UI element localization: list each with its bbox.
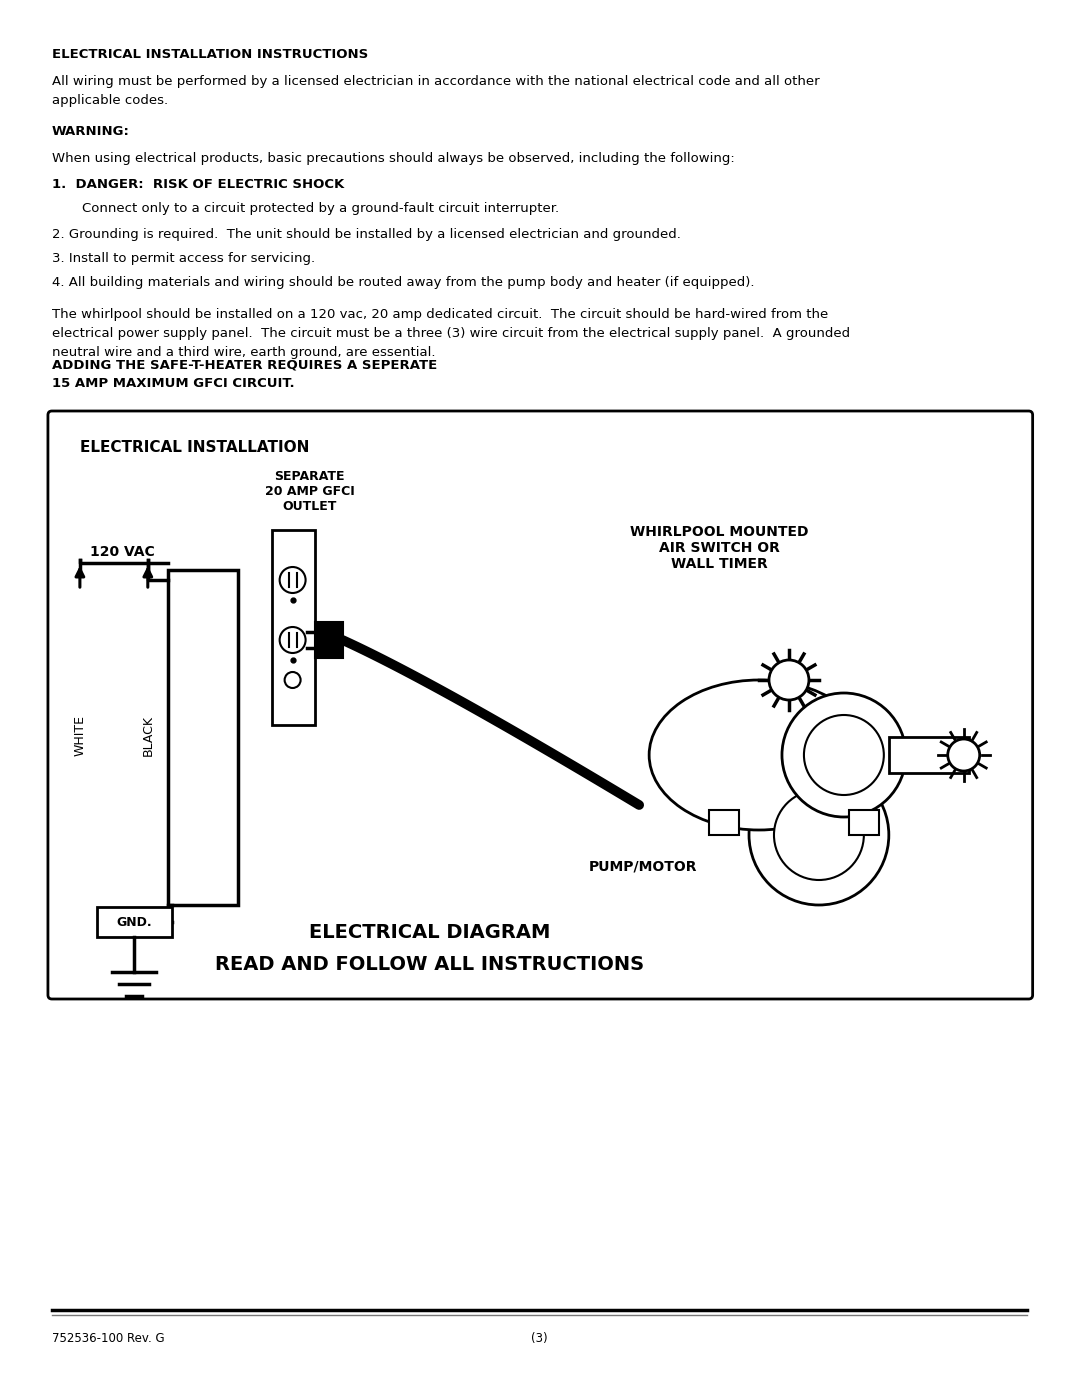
Text: The whirlpool should be installed on a 120 vac, 20 amp dedicated circuit.  The c: The whirlpool should be installed on a 1… — [52, 307, 850, 359]
Text: SEPARATE
20 AMP GFCI
OUTLET: SEPARATE 20 AMP GFCI OUTLET — [265, 469, 354, 513]
Text: WHITE: WHITE — [73, 714, 86, 756]
Text: 2. Grounding is required.  The unit should be installed by a licensed electricia: 2. Grounding is required. The unit shoul… — [52, 228, 680, 242]
Bar — [167, 570, 238, 905]
Circle shape — [750, 766, 889, 905]
Circle shape — [782, 693, 906, 817]
Bar — [97, 907, 172, 937]
Text: (3): (3) — [531, 1331, 548, 1345]
Bar — [849, 810, 879, 835]
Bar — [710, 810, 739, 835]
Text: WARNING:: WARNING: — [52, 124, 130, 138]
FancyBboxPatch shape — [48, 411, 1032, 999]
Text: ELECTRICAL INSTALLATION INSTRUCTIONS: ELECTRICAL INSTALLATION INSTRUCTIONS — [52, 47, 368, 61]
Text: WHIRLPOOL MOUNTED
AIR SWITCH OR
WALL TIMER: WHIRLPOOL MOUNTED AIR SWITCH OR WALL TIM… — [630, 525, 808, 571]
Text: ELECTRICAL DIAGRAM: ELECTRICAL DIAGRAM — [309, 923, 550, 942]
Circle shape — [804, 715, 883, 795]
Text: PUMP/MOTOR: PUMP/MOTOR — [590, 861, 698, 875]
Circle shape — [769, 659, 809, 700]
Text: 120 VAC: 120 VAC — [90, 545, 154, 559]
Bar — [889, 738, 969, 773]
Text: All wiring must be performed by a licensed electrician in accordance with the na: All wiring must be performed by a licens… — [52, 75, 820, 108]
Text: 4. All building materials and wiring should be routed away from the pump body an: 4. All building materials and wiring sho… — [52, 277, 755, 289]
Text: ADDING THE SAFE-T-HEATER REQUIRES A SEPERATE
15 AMP MAXIMUM GFCI CIRCUIT.: ADDING THE SAFE-T-HEATER REQUIRES A SEPE… — [52, 358, 437, 390]
Circle shape — [948, 739, 980, 771]
Text: 3. Install to permit access for servicing.: 3. Install to permit access for servicin… — [52, 251, 315, 265]
Text: ELECTRICAL INSTALLATION: ELECTRICAL INSTALLATION — [80, 440, 309, 455]
Text: READ AND FOLLOW ALL INSTRUCTIONS: READ AND FOLLOW ALL INSTRUCTIONS — [215, 956, 644, 974]
Text: 752536-100 Rev. G: 752536-100 Rev. G — [52, 1331, 164, 1345]
Bar — [314, 622, 342, 658]
Bar — [272, 529, 314, 725]
Text: GND.: GND. — [117, 915, 152, 929]
Text: When using electrical products, basic precautions should always be observed, inc: When using electrical products, basic pr… — [52, 152, 734, 165]
Ellipse shape — [649, 680, 868, 830]
Text: BLACK: BLACK — [141, 714, 154, 756]
Text: 1.  DANGER:  RISK OF ELECTRIC SHOCK: 1. DANGER: RISK OF ELECTRIC SHOCK — [52, 177, 345, 191]
Circle shape — [774, 789, 864, 880]
Text: Connect only to a circuit protected by a ground-fault circuit interrupter.: Connect only to a circuit protected by a… — [82, 203, 559, 215]
